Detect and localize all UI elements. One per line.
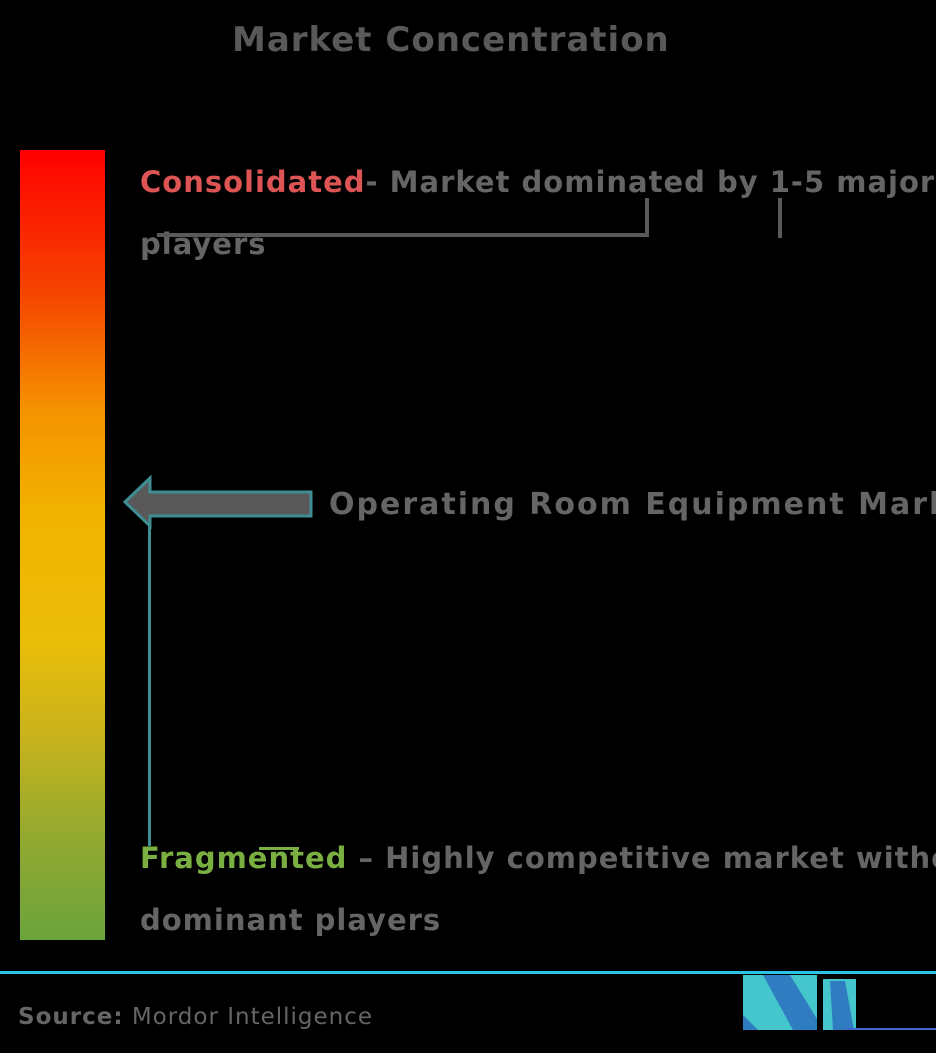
- pointer-drop-line: [148, 524, 151, 846]
- consolidated-leader-horizontal-line: [157, 233, 649, 237]
- consolidated-leader-vertical-line-1: [645, 198, 649, 237]
- chart-title: Market Concentration: [232, 20, 670, 60]
- mordor-intelligence-logo: [743, 975, 856, 1030]
- fragmented-keyword: Fragmented: [140, 841, 348, 875]
- source-attribution: Source: Mordor Intelligence: [18, 1004, 373, 1030]
- consolidated-leader-vertical-line-2: [778, 198, 782, 238]
- fragmented-leader-overline: [259, 847, 299, 850]
- consolidated-line1: Consolidated- Market dominated by 1-5 ma…: [140, 165, 935, 199]
- market-name-label: Operating Room Equipment Market: [329, 487, 936, 522]
- logo-underline: [845, 1028, 936, 1030]
- source-label: Source:: [18, 1004, 124, 1030]
- consolidated-description: - Market dominated by 1-5 major: [365, 165, 936, 199]
- consolidated-line2: players: [140, 227, 267, 261]
- concentration-scale-bar: [20, 150, 105, 940]
- fragmented-line1: Fragmented – Highly competitive market w…: [140, 841, 936, 875]
- consolidated-keyword: Consolidated: [140, 165, 366, 199]
- fragmented-description: – Highly competitive market without: [347, 841, 936, 875]
- left-arrow-icon: [123, 475, 313, 530]
- source-value: Mordor Intelligence: [131, 1004, 374, 1030]
- footer-separator-line: [0, 971, 936, 974]
- fragmented-line2: dominant players: [140, 903, 442, 937]
